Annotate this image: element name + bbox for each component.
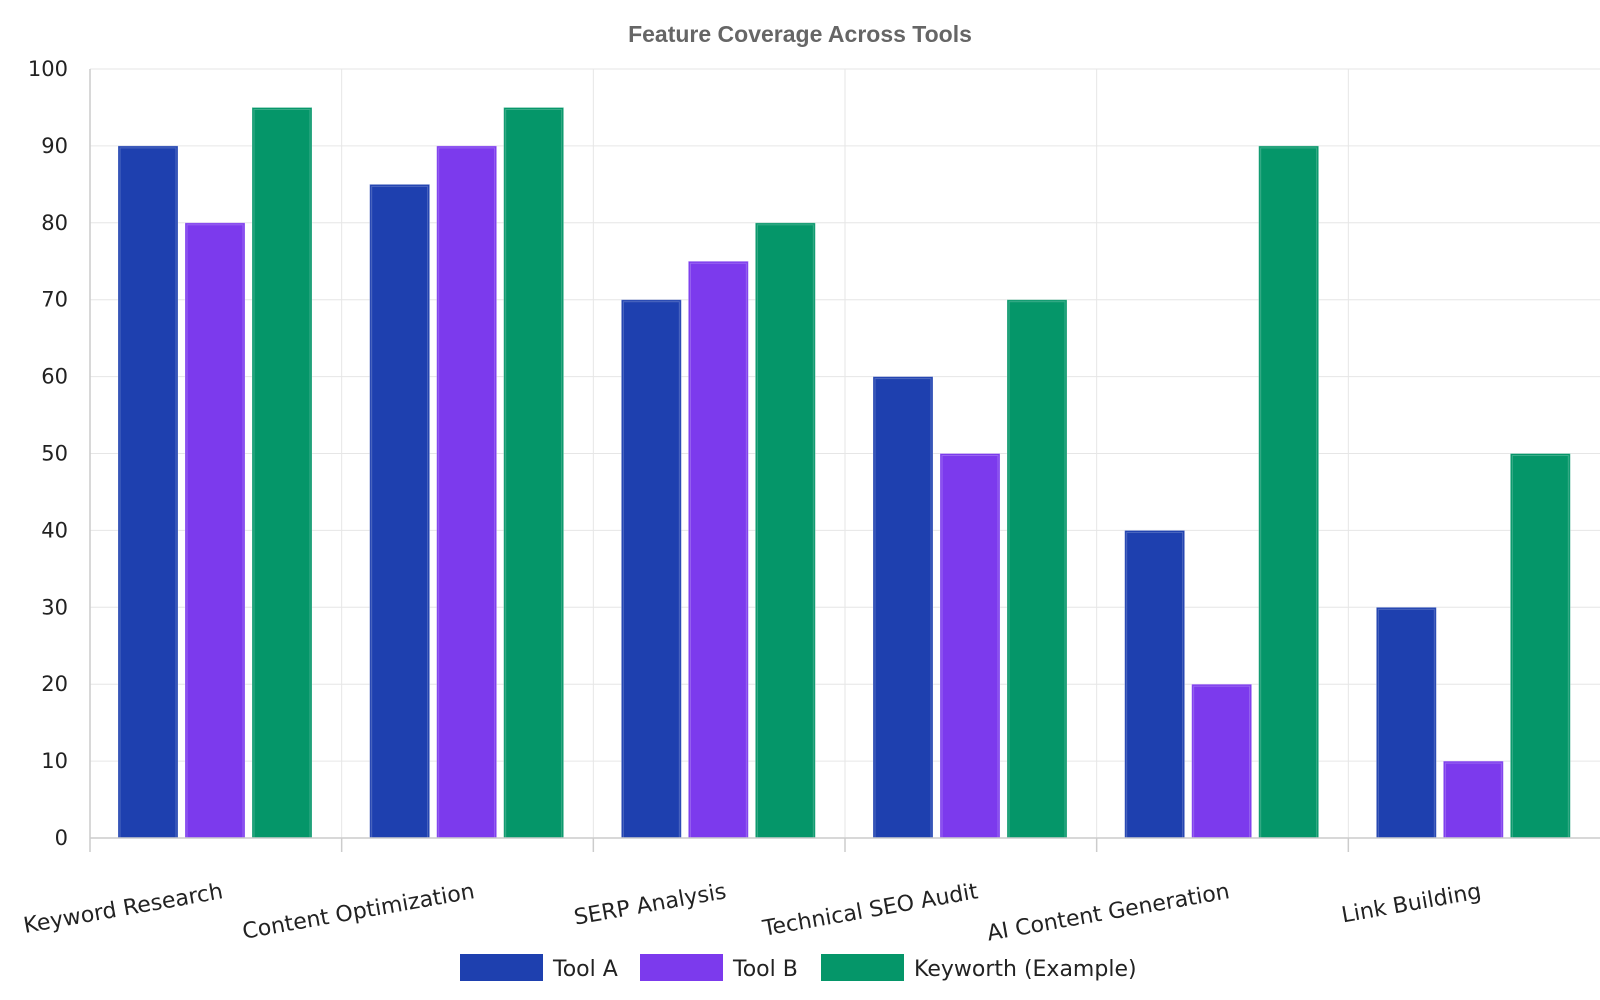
bar[interactable] [620,299,682,839]
y-tick-label: 70 [41,288,68,312]
legend-item[interactable]: Tool B [640,954,798,982]
bars-layer [117,106,1571,839]
x-tick-label: Content Optimization [241,879,477,944]
bar[interactable] [754,222,816,839]
y-tick-label: 10 [41,749,68,773]
legend-swatch [821,954,904,981]
y-tick-label: 20 [41,672,68,696]
y-tick-label: 30 [41,595,68,619]
bar[interactable] [369,183,431,839]
y-tick-label: 90 [41,134,68,158]
bar[interactable] [251,106,313,839]
legend-item[interactable]: Tool A [460,954,618,982]
y-tick-label: 0 [55,826,68,850]
legend-swatch [460,954,543,981]
grid-layer [90,68,1600,838]
bar[interactable] [1375,606,1437,839]
bar[interactable] [1006,299,1068,839]
bar[interactable] [184,222,246,839]
y-tick-label: 40 [41,518,68,542]
y-tick-label: 60 [41,365,68,389]
legend[interactable]: Tool A Tool B Keyworth (Example) [460,954,1137,982]
bar[interactable] [1258,145,1320,839]
bar[interactable] [436,145,498,839]
legend-label: Tool B [732,957,798,982]
bar[interactable] [939,453,1001,839]
chart-title: Feature Coverage Across Tools [628,21,972,47]
x-tick-label: SERP Analysis [572,879,728,930]
bar[interactable] [503,106,565,839]
x-tick-label: Keyword Research [22,879,225,939]
y-tick-label: 80 [41,211,68,235]
y-tick-label: 100 [28,57,68,81]
x-tick-label: AI Content Generation [985,879,1231,946]
bar[interactable] [1509,453,1571,839]
y-tick-label: 50 [41,442,68,466]
bar[interactable] [1191,683,1253,839]
x-tick-label: Link Building [1340,879,1483,928]
bar[interactable] [872,376,934,839]
bar[interactable] [1442,760,1504,839]
bar[interactable] [687,260,749,839]
bar[interactable] [1124,529,1186,839]
legend-swatch [640,954,723,981]
legend-item[interactable]: Keyworth (Example) [821,954,1137,982]
x-tick-label: Technical SEO Audit [760,879,980,942]
bar[interactable] [117,145,179,839]
legend-label: Keyworth (Example) [914,957,1137,982]
legend-label: Tool A [552,957,618,982]
